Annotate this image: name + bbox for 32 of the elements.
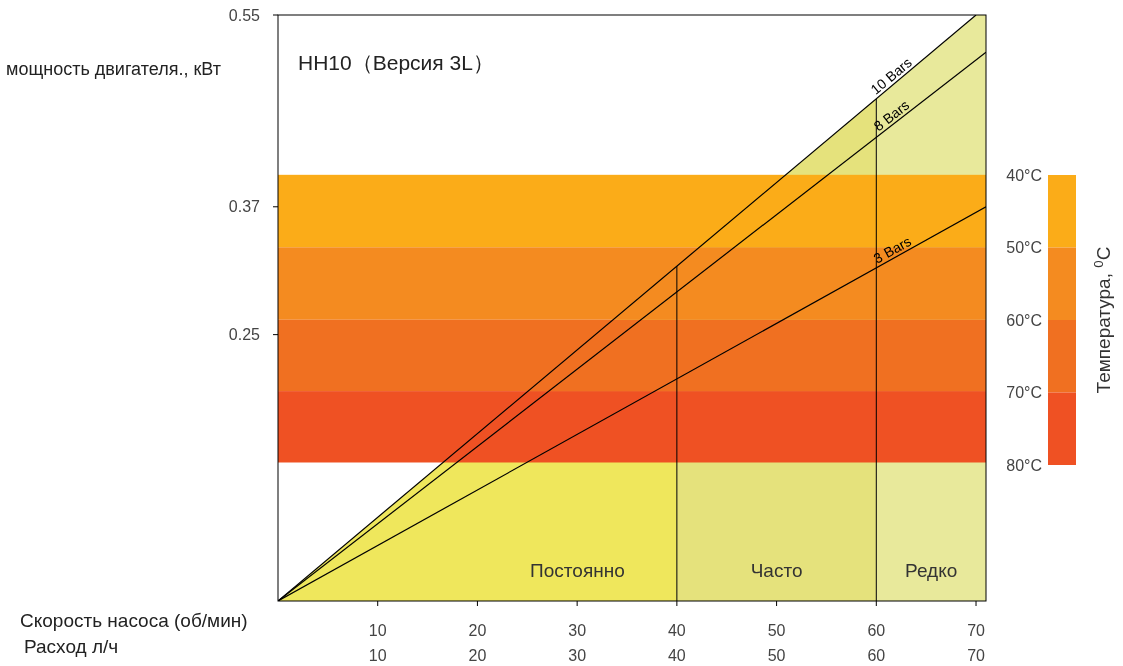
x2-tick-label: 20 (468, 647, 487, 664)
color-bar-label: 50°C (1006, 239, 1042, 257)
x2-tick-label: 40 (667, 647, 686, 664)
x-tick-label: 40 (667, 622, 686, 639)
x-tick-label: 60 (867, 622, 886, 639)
text: 10 Bars (867, 54, 915, 98)
x2-tick-label: 50 (767, 647, 786, 664)
color-bar-label: 80°C (1006, 456, 1042, 474)
y-tick-label: 0.25 (228, 326, 261, 344)
x2-tick-label: 60 (867, 647, 886, 664)
text: HH10（Версия 3L） (298, 51, 494, 74)
color-bar-label: 70°C (1006, 384, 1042, 402)
band-label: Постоянно (530, 560, 625, 581)
x-tick-label: 50 (767, 622, 786, 639)
x2-tick-label: 30 (568, 647, 587, 664)
band-label: Часто (750, 560, 803, 581)
x-axis-title: Скорость насоса (об/мин) (20, 610, 248, 631)
x-tick-label: 20 (468, 622, 487, 639)
x2-tick-label: 10 (368, 647, 387, 664)
x2-axis-title: Расход л/ч (24, 636, 119, 657)
x-tick-label: 70 (967, 622, 986, 639)
x-tick-label: 30 (568, 622, 587, 639)
y-tick-label: 0.37 (228, 198, 261, 216)
x2-tick-label: 70 (967, 647, 986, 664)
x-tick-label: 10 (368, 622, 387, 639)
text: 3 Bars (870, 232, 914, 267)
y-axis-title: мощность двигателя., кВт (6, 59, 221, 79)
band-label: Редко (905, 560, 958, 581)
y-tick-label: 0.55 (228, 6, 261, 24)
color-bar-label: 60°C (1006, 311, 1042, 329)
color-bar-label: 40°C (1006, 166, 1042, 184)
text: 8 Bars (870, 96, 913, 135)
